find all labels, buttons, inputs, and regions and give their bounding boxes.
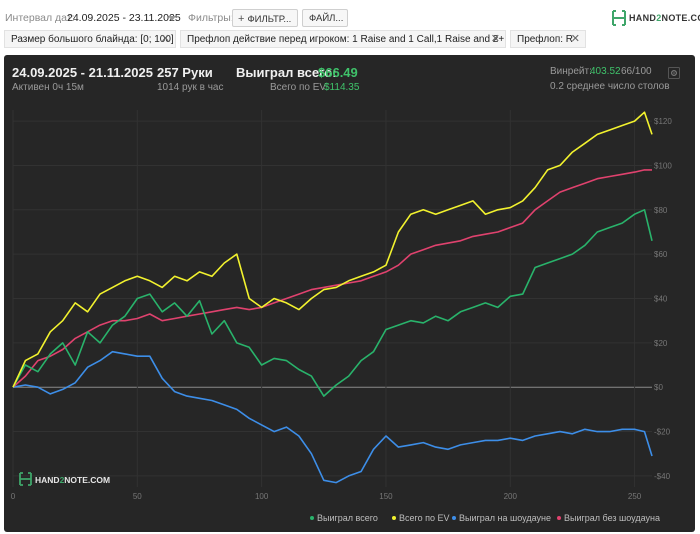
filters-label: Фильтры: (188, 12, 234, 24)
legend-marker (392, 516, 396, 520)
toolbar: Интервал дат: 24.09.2025 - 23.11.2025 Фи… (0, 0, 700, 32)
logo-text-pre: HAND (629, 13, 657, 23)
summary-active-time: Активен 0ч 15м (12, 82, 84, 93)
legend-marker (557, 516, 561, 520)
avg-tables: 0.2 среднее число столов (550, 81, 670, 92)
chart-legend: Выиграл всего Всего по EV Выиграл на шоуда… (310, 513, 660, 523)
filter-chip-label: Префлоп действие перед игроком: 1 Raise … (187, 34, 506, 45)
plus-icon: + (238, 13, 245, 25)
filter-button[interactable]: + ФИЛЬТР... (232, 9, 298, 27)
x-tick-label: 200 (504, 492, 518, 501)
file-button-label: ФАЙЛ... (309, 13, 344, 24)
chart-axes: -$40 -$20 $0 $20 $40 $60 $80 $100 $120 0 50 100 150 2… (11, 117, 673, 501)
hand2note-logo-icon (612, 10, 626, 26)
file-button[interactable]: ФАЙЛ... (302, 9, 348, 27)
summary-hands-rate: 1014 рук в час (157, 82, 224, 93)
watermark-text-post: NOTE.COM (64, 475, 110, 485)
legend-label: Всего по EV (399, 513, 449, 523)
ev-total-label: Всего по EV: (270, 82, 329, 93)
x-tick-label: 250 (628, 492, 642, 501)
filter-button-label: ФИЛЬТР... (247, 14, 292, 25)
x-tick-label: 50 (133, 492, 142, 501)
won-total-label: Выиграл всего: (236, 65, 337, 80)
legend-marker (310, 516, 314, 520)
won-total-value: $66.49 (318, 65, 358, 80)
legend-marker (452, 516, 456, 520)
series-line (12, 111, 653, 388)
y-tick-label: -$40 (654, 472, 671, 481)
legend-label: Выиграл всего (317, 513, 378, 523)
close-icon[interactable]: ✕ (570, 33, 580, 45)
gear-icon[interactable] (668, 67, 680, 79)
hand2note-watermark-icon (19, 472, 32, 486)
chart-watermark: HAND2NOTE.COM (19, 472, 110, 486)
watermark-text-two: 2 (60, 475, 65, 485)
winrate-label: Винрейт: (550, 66, 592, 77)
series-line (12, 169, 652, 388)
filter-chip-label: Размер большого блайнда: [0; 100] (11, 34, 174, 45)
y-tick-label: $60 (654, 250, 668, 259)
y-tick-label: -$20 (654, 428, 671, 437)
brand-logo: HAND2NOTE.COM (612, 9, 700, 27)
summary-hands: 257 Руки (157, 65, 213, 80)
logo-text-post: NOTE.COM (661, 13, 700, 23)
chart-series (12, 111, 653, 484)
chevron-down-icon[interactable] (168, 16, 176, 21)
y-tick-label: $100 (654, 161, 672, 170)
x-tick-label: 100 (255, 492, 269, 501)
ev-total-value: $114.35 (324, 82, 360, 93)
summary-date-range: 24.09.2025 - 21.11.2025 (12, 65, 153, 80)
x-tick-label: 0 (11, 492, 16, 501)
svg-text:HAND2NOTE.COM: HAND2NOTE.COM (35, 475, 110, 485)
watermark-text-pre: HAND (35, 475, 60, 485)
y-tick-label: $20 (654, 339, 668, 348)
filter-chip-bb-size[interactable]: Размер большого блайнда: [0; 100] ✕ (4, 30, 176, 48)
filter-chip-preflop-action[interactable]: Префлоп действие перед игроком: 1 Raise … (180, 30, 506, 48)
legend-label: Выиграл без шоудауна (564, 513, 660, 523)
legend-label: Выиграл на шоудауне (459, 513, 551, 523)
series-line (12, 209, 653, 397)
y-tick-label: $40 (654, 295, 668, 304)
y-tick-label: $120 (654, 117, 672, 126)
graph-panel: 24.09.2025 - 21.11.2025 Активен 0ч 15м 2… (4, 55, 695, 532)
date-interval-label: Интервал дат: (5, 12, 75, 24)
close-icon[interactable]: ✕ (490, 33, 500, 45)
profit-chart: -$40 -$20 $0 $20 $40 $60 $80 $100 $120 0 50 100 150 2… (11, 110, 673, 523)
y-tick-label: $0 (654, 383, 663, 392)
x-tick-label: 150 (379, 492, 393, 501)
date-interval-value[interactable]: 24.09.2025 - 23.11.2025 (67, 12, 181, 24)
filter-chip-label: Префлоп: R (517, 34, 574, 45)
winrate-suffix: 66/100 (621, 66, 652, 77)
filter-chip-preflop-r[interactable]: Префлоп: R ✕ (510, 30, 586, 48)
y-tick-label: $80 (654, 206, 668, 215)
winrate-value: 403.52 (590, 66, 621, 77)
close-icon[interactable]: ✕ (160, 33, 170, 45)
series-line (12, 350, 653, 484)
logo-text-two: 2 (656, 13, 662, 23)
